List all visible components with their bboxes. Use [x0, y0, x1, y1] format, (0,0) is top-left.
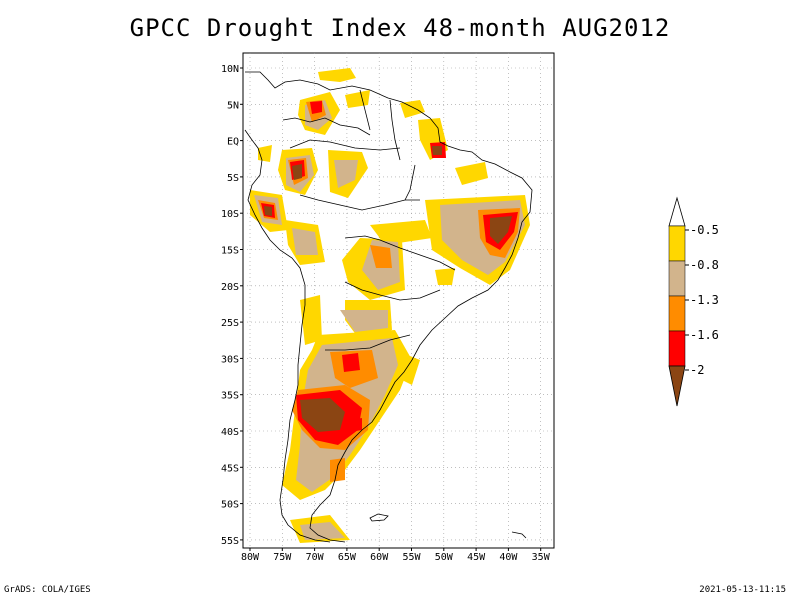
legend-box-yellow — [668, 225, 686, 262]
lat-tick-label: 25S — [221, 318, 239, 329]
legend-label-5: -2 — [690, 363, 704, 377]
lat-tick-label: 15S — [221, 246, 239, 257]
legend-box-orange — [668, 295, 686, 332]
lon-tick-label: 35W — [532, 552, 551, 563]
lat-tick-label: EQ — [227, 137, 239, 148]
lat-tick-label: 10N — [221, 64, 239, 75]
lon-tick-label: 70W — [306, 552, 325, 563]
lat-tick-label: 45S — [221, 463, 239, 474]
lat-tick-label: 55S — [221, 536, 239, 547]
color-legend: -0.5 -0.8 -1.3 -1.6 -2 — [668, 196, 719, 407]
footer-credit: GrADS: COLA/IGES — [4, 585, 91, 595]
lat-tick-label: 40S — [221, 427, 239, 438]
coastlines — [244, 71, 533, 543]
lat-tick-label: 5N — [227, 100, 239, 111]
lat-tick-label: 5S — [227, 173, 239, 184]
legend-top-triangle — [668, 196, 686, 227]
lat-tick-label: 10S — [221, 209, 239, 220]
lon-tick-label: 50W — [435, 552, 454, 563]
legend-label-4: -1.6 — [690, 328, 719, 342]
lon-tick-label: 40W — [499, 552, 518, 563]
lon-tick-label: 80W — [241, 552, 260, 563]
lat-tick-label: 35S — [221, 391, 239, 402]
lat-tick-label: 20S — [221, 282, 239, 293]
lat-tick-label: 30S — [221, 354, 239, 365]
legend-label-2: -0.8 — [690, 258, 719, 272]
legend-box-red — [668, 330, 686, 367]
drought-shading — [250, 68, 530, 543]
map-title: GPCC Drought Index 48-month AUG2012 — [129, 14, 671, 42]
lon-tick-label: 45W — [467, 552, 486, 563]
lon-tick-label: 65W — [338, 552, 357, 563]
legend-label-1: -0.5 — [690, 223, 719, 237]
lon-tick-label: 60W — [370, 552, 389, 563]
legend-label-3: -1.3 — [690, 293, 719, 307]
lat-tick-label: 50S — [221, 500, 239, 511]
legend-box-tan — [668, 260, 686, 297]
lon-tick-label: 75W — [273, 552, 292, 563]
lon-tick-label: 55W — [402, 552, 421, 563]
footer-timestamp: 2021-05-13-11:15 — [699, 585, 786, 595]
legend-bottom-triangle — [668, 365, 686, 407]
